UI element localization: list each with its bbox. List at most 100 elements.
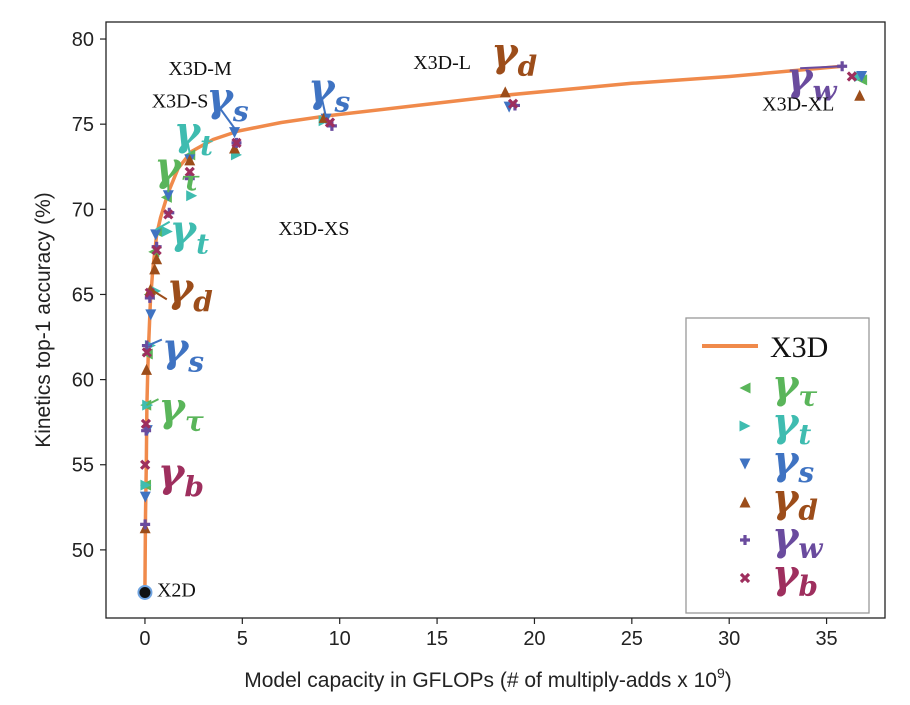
annotation-gamma-tau: γτ — [159, 384, 204, 438]
data-point-d — [854, 89, 866, 101]
legend-gamma-subscript: b — [798, 570, 818, 603]
annotation-gamma-subscript: τ — [185, 405, 204, 438]
legend-gamma-symbol: γ — [772, 513, 800, 560]
legend-label-w: γw — [772, 513, 823, 565]
legend-marker-d — [739, 496, 751, 508]
data-point-b — [141, 347, 153, 358]
legend-marker-t — [739, 420, 751, 432]
annotation-leader-w — [800, 65, 843, 70]
annotation-leader-s — [219, 108, 238, 132]
x-tick-label: 0 — [139, 628, 150, 650]
legend-gamma-symbol: γ — [772, 551, 800, 598]
annotation-gamma-symbol: γ — [206, 74, 234, 121]
data-point-w — [140, 519, 151, 530]
x-tick-label: 30 — [718, 628, 740, 650]
x-tick-label: 5 — [237, 628, 248, 650]
legend-gamma-subscript: t — [798, 418, 811, 451]
x-axis-title-end: ) — [725, 669, 732, 692]
data-point-b — [231, 137, 242, 149]
data-point-b — [846, 71, 858, 82]
annotation-gamma-symbol: γ — [174, 108, 202, 155]
annotation-gamma-symbol: γ — [158, 450, 186, 497]
annotation-gamma-t: γt — [174, 108, 213, 162]
data-point-s — [145, 309, 157, 321]
annotation-gamma-symbol: γ — [308, 64, 336, 111]
annotation-leader-t — [186, 142, 191, 154]
x-axis-title: Model capacity in GFLOPs (# of multiply-… — [244, 665, 732, 692]
legend-label-s: γs — [772, 437, 814, 489]
data-point-t — [186, 190, 198, 202]
annotation-leader-s — [147, 338, 163, 347]
annotation-gamma-b: γb — [158, 450, 204, 504]
y-tick-label: 65 — [72, 284, 94, 306]
data-point-s — [229, 127, 241, 139]
model-label: X3D-XL — [762, 93, 834, 115]
annotation-gamma-subscript: τ — [181, 164, 200, 197]
legend-marker-s — [739, 458, 751, 470]
annotation-gamma-s: γs — [308, 64, 350, 118]
annotation-leader-s — [321, 99, 328, 118]
model-label: X3D-M — [168, 58, 232, 80]
legend-label-b: γb — [772, 551, 818, 603]
legend-label-tau: γτ — [772, 361, 817, 413]
data-point-t — [161, 225, 173, 237]
x-axis: 0 5 10 15 20 25 30 35 — [139, 618, 838, 650]
annotation-leader-d — [150, 288, 168, 301]
annotation-gamma-d: γd — [491, 29, 537, 83]
y-tick-label: 55 — [72, 455, 94, 477]
annotation-gamma-subscript: d — [193, 285, 213, 318]
data-point-t — [140, 479, 152, 491]
legend-label-d: γd — [772, 475, 818, 527]
annotation-gamma-tau: γτ — [154, 143, 199, 197]
data-point-b — [140, 418, 152, 430]
y-tick-label: 70 — [72, 199, 94, 221]
data-point-d — [149, 263, 161, 275]
data-point-s — [162, 190, 174, 202]
annotation-gamma-symbol: γ — [170, 207, 198, 254]
legend-gamma-subscript: s — [797, 456, 814, 489]
annotation-gamma-symbol: γ — [159, 384, 187, 431]
annotation-gamma-subscript: b — [184, 471, 204, 504]
x-tick-label: 25 — [621, 628, 643, 650]
data-point-d — [184, 154, 196, 166]
annotation-gamma-t: γt — [170, 207, 209, 261]
annotation-gamma-symbol: γ — [491, 29, 519, 76]
data-point-w — [141, 425, 152, 436]
legend-gamma-symbol: γ — [772, 361, 800, 408]
data-point-d — [151, 253, 163, 265]
y-tick-label: 80 — [72, 29, 94, 51]
model-label: X3D-S — [152, 90, 209, 112]
legend-box — [685, 317, 870, 614]
x-tick-label: 15 — [426, 628, 448, 650]
annotation-gamma-d: γd — [167, 264, 213, 318]
legend-label-t: γt — [772, 399, 811, 451]
x-tick-label: 35 — [815, 628, 837, 650]
data-point-w — [184, 173, 195, 184]
annotation-gamma-subscript: s — [232, 95, 249, 128]
series-line-layer — [143, 64, 843, 593]
y-axis-title: Kinetics top-1 accuracy (%) — [32, 192, 55, 448]
x-tick-label: 10 — [329, 628, 351, 650]
series-line-x3d — [143, 64, 843, 593]
y-tick-label: 60 — [72, 370, 94, 392]
annotation-gamma-subscript: w — [813, 74, 838, 107]
data-point-s — [856, 70, 868, 82]
annotation-gamma-s: γs — [206, 74, 248, 128]
data-point-b — [140, 459, 151, 470]
annotation-gamma-subscript: t — [196, 228, 209, 261]
x-tick-label: 20 — [523, 628, 545, 650]
annotation-gamma-subscript: d — [518, 50, 538, 83]
model-label: X2D — [157, 579, 196, 601]
x-axis-title-superscript: 9 — [717, 665, 725, 681]
annotation-leader-t — [155, 220, 171, 231]
model-label: X3D-L — [413, 52, 471, 74]
annotation-gamma-s: γs — [162, 325, 204, 379]
data-point-d — [229, 142, 241, 154]
legend-marker-b — [739, 572, 751, 584]
model-label: X3D-XS — [278, 218, 349, 240]
annotation-gamma-subscript: t — [200, 129, 213, 162]
data-point-d — [141, 363, 153, 375]
